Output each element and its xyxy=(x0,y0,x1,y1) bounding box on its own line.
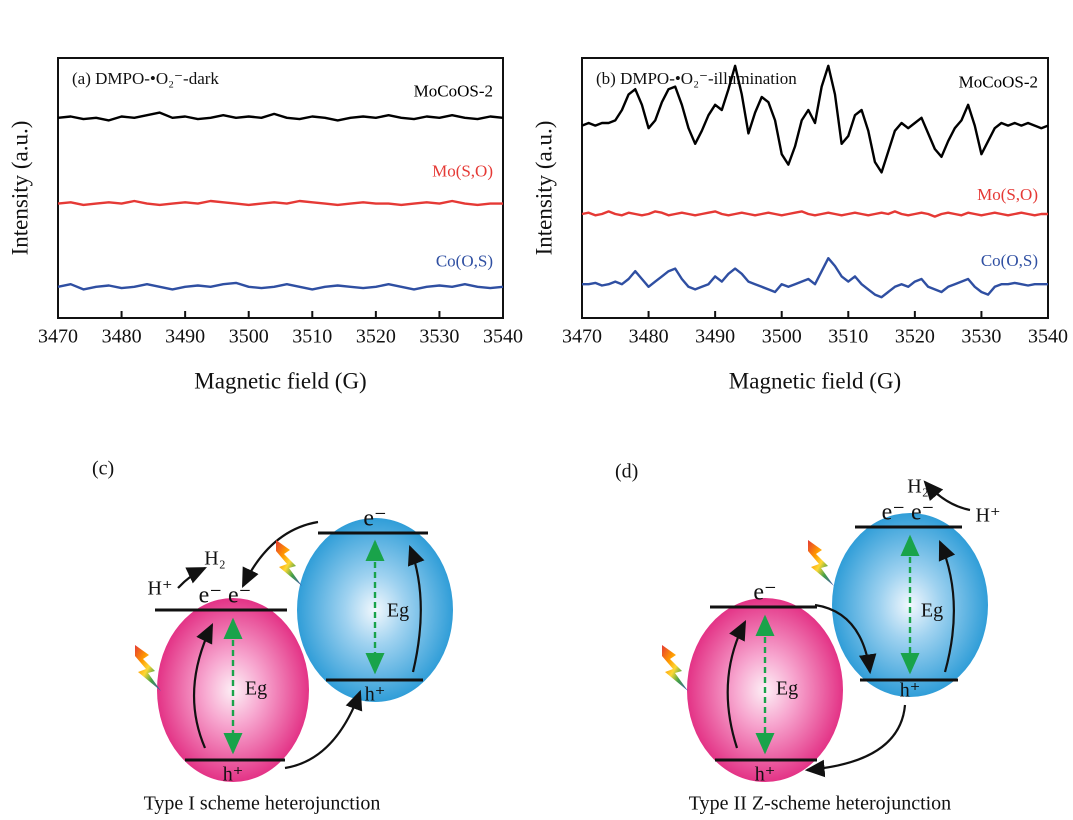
x-tick-label: 3500 xyxy=(762,326,802,348)
arrow xyxy=(814,603,877,675)
gap-label: Eg xyxy=(245,678,267,700)
diagram-d: (d) e⁻ e⁻ e⁻ H⁺ H₂ Eg Eg h⁺ h⁺ Type II Z… xyxy=(615,461,1001,815)
x-tick-label: 3470 xyxy=(38,326,78,348)
species: H⁺ xyxy=(148,578,173,600)
x-tick-label: 3520 xyxy=(895,326,935,348)
chart-title: (a) DMPO-•O₂⁻-dark xyxy=(72,69,219,88)
x-axis-label: Magnetic field (G) xyxy=(194,368,366,393)
series-line xyxy=(57,281,504,291)
series-label: MoCoOS-2 xyxy=(414,82,493,101)
series-line xyxy=(581,64,1049,174)
y-axis-label: Intensity (a.u.) xyxy=(7,121,32,256)
diagram-c: (c) e⁻ e⁻ e⁻ H⁺ H₂ Eg Eg h⁺ h⁺ Type I sc… xyxy=(92,458,453,815)
panel-label: (c) xyxy=(92,458,114,480)
light-icon xyxy=(135,645,161,691)
arrow xyxy=(804,704,907,778)
x-tick-label: 3480 xyxy=(102,326,142,348)
light-icon xyxy=(276,540,302,586)
light-icon xyxy=(662,645,688,691)
series-label: MoCoOS-2 xyxy=(959,73,1038,92)
light-icon xyxy=(808,540,834,586)
series-line xyxy=(57,199,503,207)
gap-label: Eg xyxy=(387,600,409,622)
chart: 3470 3480 3490 3500 3510 3520 3530 3540 Magnetic… xyxy=(7,57,523,393)
band-label: e⁻ e⁻ xyxy=(199,583,252,609)
plot-frame xyxy=(57,57,504,319)
species: H⁺ xyxy=(976,505,1001,527)
series-label: Mo(S,O) xyxy=(432,162,493,181)
arrow xyxy=(192,623,213,749)
x-tick-label: 3500 xyxy=(229,326,269,348)
arrow xyxy=(407,544,425,673)
series-label: Co(O,S) xyxy=(436,252,493,271)
x-tick-label: 3520 xyxy=(356,326,396,348)
series-line xyxy=(581,210,1048,218)
arrow xyxy=(923,480,971,512)
arrow xyxy=(284,689,363,770)
chart: 3470 3480 3490 3500 3510 3520 3530 3540 Magnetic… xyxy=(531,57,1068,393)
caption: Type II Z-scheme heterojunction xyxy=(689,793,951,815)
x-tick-label: 3530 xyxy=(419,326,459,348)
x-tick-label: 3470 xyxy=(562,326,602,348)
y-axis-label: Intensity (a.u.) xyxy=(531,121,556,256)
band-label: e⁻ e⁻ xyxy=(882,500,935,526)
series-line xyxy=(57,111,504,122)
series-line xyxy=(582,257,1048,299)
gap-label: Eg xyxy=(776,678,798,700)
band-label: e⁻ xyxy=(753,580,776,606)
band-label: h⁺ xyxy=(900,680,921,702)
arrow xyxy=(242,520,319,588)
series-label: Co(O,S) xyxy=(981,251,1038,270)
band-label: e⁻ xyxy=(363,506,386,532)
x-tick-label: 3530 xyxy=(961,326,1001,348)
x-tick-label: 3510 xyxy=(292,326,332,348)
chart-title: (b) DMPO-•O₂⁻-illumination xyxy=(596,69,797,88)
x-tick-label: 3480 xyxy=(629,326,669,348)
panel-label: (d) xyxy=(615,461,638,483)
arrow xyxy=(177,567,207,589)
x-tick-label: 3540 xyxy=(483,326,523,348)
band-label: h⁺ xyxy=(223,764,244,786)
band-label: h⁺ xyxy=(755,764,776,786)
x-axis-label: Magnetic field (G) xyxy=(729,368,901,393)
arrow xyxy=(726,620,747,749)
arrow xyxy=(938,539,956,673)
species: H₂ xyxy=(204,548,225,570)
plot-frame xyxy=(581,57,1049,319)
x-tick-label: 3540 xyxy=(1028,326,1068,348)
series-label: Mo(S,O) xyxy=(977,185,1038,204)
x-tick-label: 3490 xyxy=(165,326,205,348)
x-tick-label: 3490 xyxy=(695,326,735,348)
species: H₂ xyxy=(907,476,928,498)
band-label: h⁺ xyxy=(365,684,386,706)
gap-label: Eg xyxy=(921,600,943,622)
x-tick-label: 3510 xyxy=(828,326,868,348)
caption: Type I scheme heterojunction xyxy=(144,793,381,815)
